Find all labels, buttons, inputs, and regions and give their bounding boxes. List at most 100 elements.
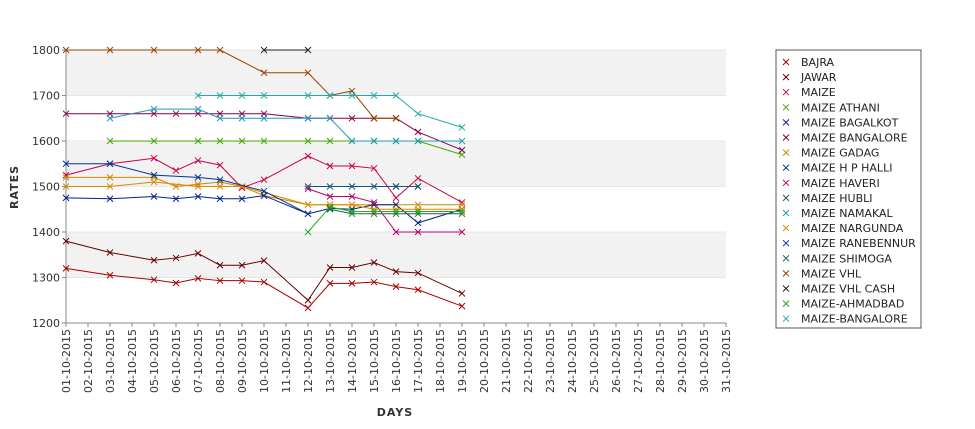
legend-marker xyxy=(782,88,790,96)
series-maize-nargunda xyxy=(62,178,466,213)
data-point xyxy=(392,228,400,236)
data-point xyxy=(304,92,312,99)
x-tick-label: 16-10-2015 xyxy=(390,329,403,393)
data-point xyxy=(194,137,202,145)
legend-marker xyxy=(782,224,790,232)
legend-marker xyxy=(782,134,790,141)
data-point xyxy=(216,46,224,54)
data-point xyxy=(150,154,158,162)
data-point xyxy=(348,92,356,99)
data-point xyxy=(62,110,70,118)
legend-label: BAJRA xyxy=(801,56,835,69)
data-point xyxy=(326,264,334,271)
legend-label: MAIZE NARGUNDA xyxy=(801,222,904,235)
data-point xyxy=(304,137,312,145)
legend-item: MAIZE VHL xyxy=(782,267,862,280)
grid-band xyxy=(66,50,726,96)
data-point xyxy=(106,195,114,203)
data-point xyxy=(62,194,70,202)
data-point xyxy=(458,290,466,297)
legend-label: MAIZE H P HALLI xyxy=(801,162,892,175)
data-point xyxy=(392,114,400,122)
data-point xyxy=(216,261,224,269)
series-maize-haveri xyxy=(304,185,466,236)
data-point xyxy=(326,280,334,287)
legend-item: MAIZE ATHANI xyxy=(782,101,880,114)
x-tick-label: 18-10-2015 xyxy=(434,329,447,393)
legend-item: MAIZE HUBLI xyxy=(782,192,872,205)
grid-band xyxy=(66,277,726,323)
data-point xyxy=(458,302,466,310)
data-point xyxy=(194,183,202,190)
y-axis-title: RATES xyxy=(8,165,21,209)
legend-label: MAIZE VHL CASH xyxy=(801,283,895,296)
legend-marker xyxy=(782,209,790,217)
data-point xyxy=(458,228,466,236)
x-tick-label: 21-10-2015 xyxy=(500,329,513,393)
legend-marker xyxy=(782,300,790,307)
legend-label: MAIZE RANEBENNUR xyxy=(801,237,916,250)
data-point xyxy=(238,261,246,269)
legend-item: MAIZE HAVERI xyxy=(782,177,880,190)
data-point xyxy=(326,162,334,170)
series-maize-ahmadbad xyxy=(304,203,466,236)
data-point xyxy=(260,257,268,265)
data-point xyxy=(260,46,268,54)
legend-label: MAIZE BAGALKOT xyxy=(801,116,899,129)
legend-marker xyxy=(782,285,790,292)
x-tick-label: 07-10-2015 xyxy=(192,329,205,393)
data-point xyxy=(150,276,158,284)
legend-label: JAWAR xyxy=(800,71,837,84)
data-point xyxy=(194,250,202,257)
data-point xyxy=(194,105,202,113)
data-point xyxy=(348,193,356,200)
data-point xyxy=(216,92,224,99)
data-point xyxy=(216,277,224,285)
data-point xyxy=(414,174,422,182)
data-point xyxy=(304,210,312,218)
data-point xyxy=(348,114,356,122)
data-point xyxy=(370,164,378,172)
data-point xyxy=(216,137,224,145)
legend-box xyxy=(775,49,922,329)
data-point xyxy=(172,195,180,203)
x-tick-label: 24-10-2015 xyxy=(566,329,579,393)
legend-marker xyxy=(782,179,790,187)
data-point xyxy=(414,219,422,227)
legend-marker xyxy=(782,315,790,323)
data-point xyxy=(216,176,224,184)
data-point xyxy=(370,208,378,215)
legend-item: MAIZE xyxy=(782,86,836,99)
x-tick-label: 30-10-2015 xyxy=(698,329,711,393)
series-maize-namakal xyxy=(106,105,466,145)
data-point xyxy=(304,152,312,160)
legend-item: MAIZE SHIMOGA xyxy=(782,252,892,265)
x-tick-label: 15-10-2015 xyxy=(368,329,381,393)
series-maize-ranebennur xyxy=(62,160,312,218)
data-point xyxy=(392,137,400,145)
data-point xyxy=(304,296,312,304)
data-point xyxy=(150,193,158,200)
data-point xyxy=(172,254,180,262)
data-point xyxy=(348,162,356,170)
data-point xyxy=(216,183,224,190)
data-point xyxy=(414,286,422,294)
x-tick-label: 05-10-2015 xyxy=(148,329,161,393)
data-point xyxy=(106,249,114,256)
x-tick-label: 03-10-2015 xyxy=(104,329,117,393)
grid-band xyxy=(66,232,726,278)
data-point xyxy=(62,183,70,190)
x-tick-label: 31-10-2015 xyxy=(720,329,733,393)
y-tick-label: 1400 xyxy=(32,226,60,239)
data-point xyxy=(106,114,114,122)
x-tick-label: 26-10-2015 xyxy=(610,329,623,393)
data-point xyxy=(260,92,268,99)
x-tick-label: 08-10-2015 xyxy=(214,329,227,393)
data-point xyxy=(414,208,422,215)
y-tick-label: 1500 xyxy=(32,181,60,194)
legend-label: MAIZE HAVERI xyxy=(801,177,880,190)
legend-marker xyxy=(782,103,790,111)
grid-band xyxy=(66,141,726,187)
data-point xyxy=(304,46,312,54)
data-point xyxy=(238,195,246,203)
